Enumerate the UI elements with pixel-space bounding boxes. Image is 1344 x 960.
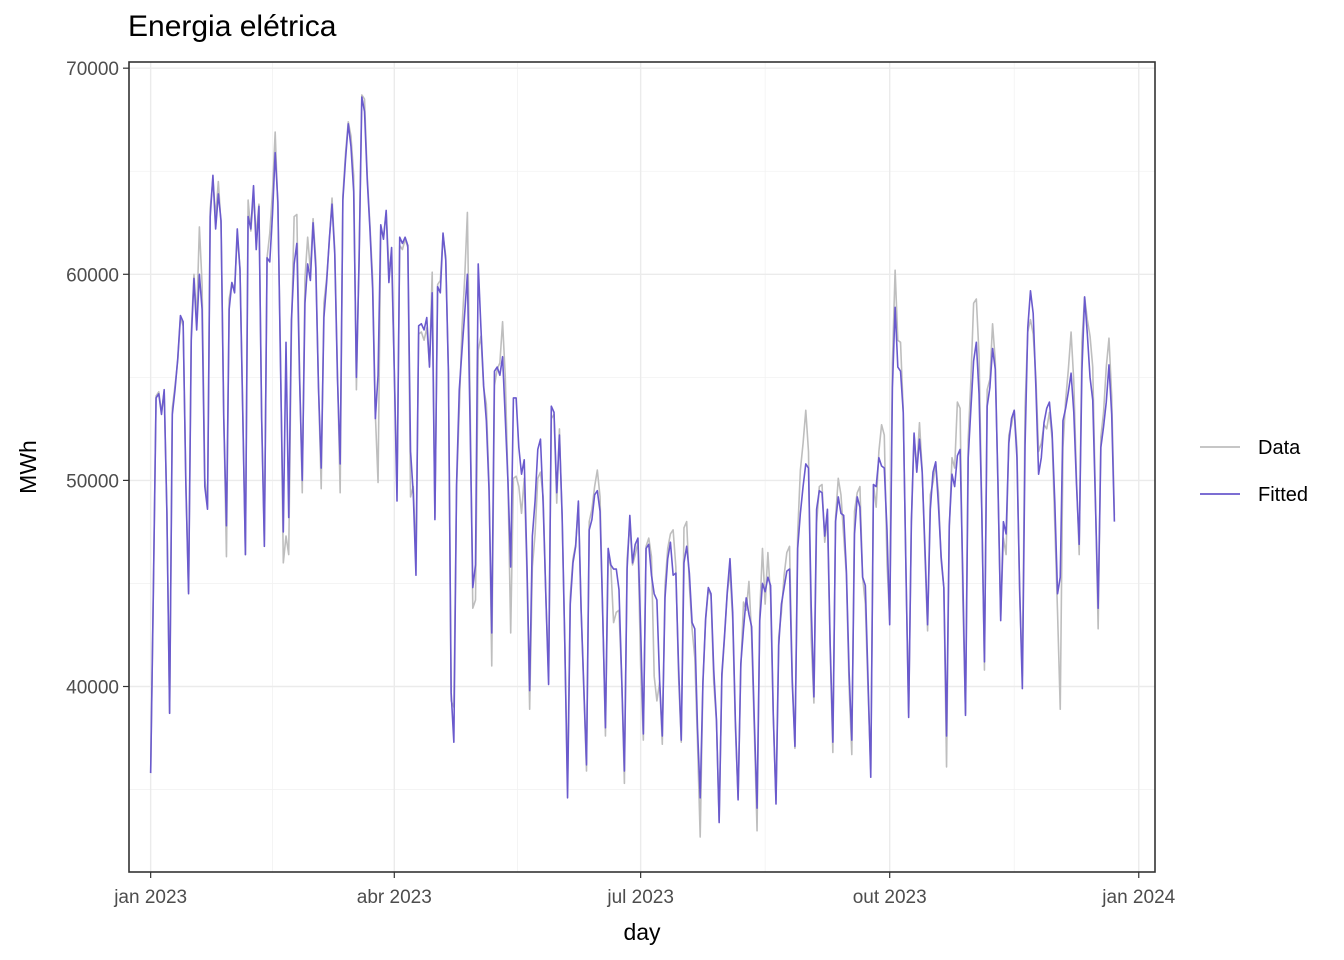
x-tick-label: abr 2023 [357,887,432,908]
x-axis: jan 2023 abr 2023 jul 2023 out 2023 jan 2024 [113,872,1176,908]
series-line-fitted [149,96,1116,824]
plot-panel [129,62,1155,872]
chart-title: Energia elétrica [128,10,337,43]
series-layer [149,94,1116,838]
major-gridlines [129,62,1155,872]
legend: Data Fitted [1200,437,1308,506]
x-tick-label: jan 2024 [1101,887,1175,908]
y-tick-label: 60000 [66,265,119,286]
x-tick-label: jul 2023 [606,887,674,908]
y-tick-label: 40000 [66,678,119,699]
y-axis: 40000 50000 60000 70000 [66,59,129,699]
y-tick-label: 70000 [66,59,119,80]
legend-label-data: Data [1258,437,1301,459]
x-axis-title: day [623,919,661,945]
x-tick-label: out 2023 [853,887,927,908]
plot-border [128,61,1156,873]
y-axis-title: MWh [15,440,41,494]
y-tick-label: 50000 [66,471,119,492]
legend-label-fitted: Fitted [1258,484,1308,506]
x-tick-label: jan 2023 [113,887,187,908]
